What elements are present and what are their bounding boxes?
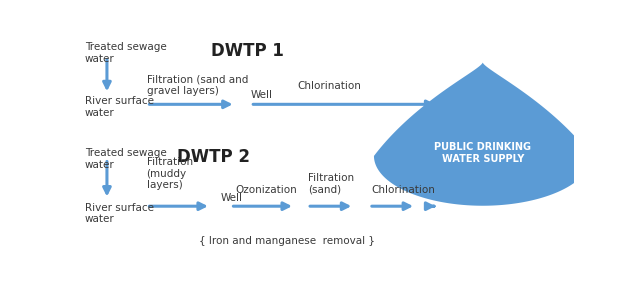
Text: { Iron and manganese  removal }: { Iron and manganese removal } xyxy=(200,236,375,246)
Text: Treated sewage
water: Treated sewage water xyxy=(85,148,167,170)
Text: Well: Well xyxy=(221,193,242,203)
Text: Ozonization: Ozonization xyxy=(235,185,297,195)
Text: Treated sewage
water: Treated sewage water xyxy=(85,42,167,64)
Text: River surface
water: River surface water xyxy=(85,203,154,224)
Text: Chlorination: Chlorination xyxy=(371,185,435,195)
Text: Well: Well xyxy=(250,90,272,100)
Text: PUBLIC DRINKING
WATER SUPPLY: PUBLIC DRINKING WATER SUPPLY xyxy=(434,142,531,164)
Text: Filtration
(muddy
layers): Filtration (muddy layers) xyxy=(147,157,193,190)
Text: DWTP 1: DWTP 1 xyxy=(211,42,285,60)
PathPatch shape xyxy=(374,62,591,206)
Text: Filtration (sand and
gravel layers): Filtration (sand and gravel layers) xyxy=(147,75,248,96)
Text: Chlorination: Chlorination xyxy=(297,81,361,91)
Text: DWTP 2: DWTP 2 xyxy=(177,148,249,166)
Text: River surface
water: River surface water xyxy=(85,96,154,118)
Text: Filtration
(sand): Filtration (sand) xyxy=(308,173,354,195)
